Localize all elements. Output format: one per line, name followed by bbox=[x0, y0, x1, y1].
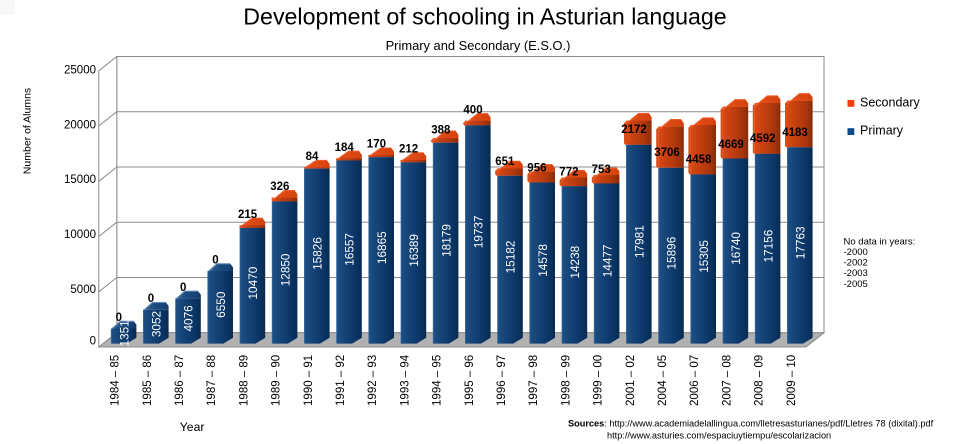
svg-text:1999 – 00: 1999 – 00 bbox=[593, 355, 605, 406]
svg-text:15182: 15182 bbox=[504, 241, 518, 274]
svg-text:2007 – 08: 2007 – 08 bbox=[721, 355, 733, 406]
svg-text:14238: 14238 bbox=[568, 245, 582, 278]
svg-text:0: 0 bbox=[212, 254, 218, 266]
svg-text:651: 651 bbox=[495, 156, 515, 168]
svg-text:3052: 3052 bbox=[150, 311, 164, 337]
svg-text:No data in years:: No data in years: bbox=[844, 236, 916, 247]
svg-text:170: 170 bbox=[367, 139, 386, 151]
svg-text:Secondary: Secondary bbox=[860, 95, 921, 109]
svg-text:1994 – 95: 1994 – 95 bbox=[432, 355, 444, 406]
svg-text:1989 – 90: 1989 – 90 bbox=[271, 355, 283, 406]
svg-text:12850: 12850 bbox=[278, 253, 292, 286]
svg-text:2006 – 07: 2006 – 07 bbox=[689, 355, 701, 406]
svg-text:-2002: -2002 bbox=[844, 258, 868, 269]
svg-text:14578: 14578 bbox=[536, 244, 550, 277]
svg-text:1998 – 99: 1998 – 99 bbox=[560, 355, 572, 406]
svg-text:212: 212 bbox=[399, 143, 418, 155]
svg-text:Development of schooling in As: Development of schooling in Asturian lan… bbox=[243, 4, 726, 30]
svg-text:Sources: http://www.academiade: Sources: http://www.academiadelallingua.… bbox=[568, 419, 934, 429]
svg-text:215: 215 bbox=[238, 209, 258, 221]
svg-text:-2000: -2000 bbox=[844, 247, 868, 258]
svg-text:2004 – 05: 2004 – 05 bbox=[657, 355, 669, 406]
svg-text:4076: 4076 bbox=[182, 305, 196, 332]
svg-text:1351: 1351 bbox=[117, 320, 131, 346]
svg-text:1991 – 92: 1991 – 92 bbox=[335, 355, 347, 406]
svg-text:1987 – 88: 1987 – 88 bbox=[206, 355, 218, 406]
svg-text:6550: 6550 bbox=[214, 291, 228, 318]
svg-text:15896: 15896 bbox=[665, 236, 679, 269]
svg-text:388: 388 bbox=[431, 125, 451, 137]
svg-text:5000: 5000 bbox=[70, 284, 96, 296]
svg-text:15000: 15000 bbox=[64, 174, 96, 186]
svg-text:17981: 17981 bbox=[633, 225, 647, 258]
svg-text:14477: 14477 bbox=[600, 244, 614, 277]
svg-text:17156: 17156 bbox=[761, 229, 775, 262]
svg-text:15826: 15826 bbox=[311, 237, 325, 270]
svg-text:1984 – 85: 1984 – 85 bbox=[110, 355, 122, 406]
svg-text:1996 – 97: 1996 – 97 bbox=[496, 355, 508, 406]
svg-text:20000: 20000 bbox=[64, 119, 96, 131]
svg-text:16557: 16557 bbox=[343, 233, 357, 266]
svg-text:1997 – 98: 1997 – 98 bbox=[528, 355, 540, 406]
svg-text:184: 184 bbox=[335, 142, 355, 154]
svg-text:10470: 10470 bbox=[246, 266, 260, 299]
svg-text:1988 – 89: 1988 – 89 bbox=[238, 355, 250, 406]
svg-text:1990 – 91: 1990 – 91 bbox=[303, 355, 315, 406]
svg-text:-2003: -2003 bbox=[844, 268, 868, 279]
svg-text:25000: 25000 bbox=[64, 65, 96, 77]
svg-text:1995 – 96: 1995 – 96 bbox=[464, 355, 476, 406]
svg-text:0: 0 bbox=[90, 336, 96, 348]
svg-text:2172: 2172 bbox=[621, 124, 647, 136]
svg-text:17763: 17763 bbox=[794, 226, 808, 259]
svg-text:0: 0 bbox=[180, 282, 186, 294]
svg-text:400: 400 bbox=[463, 104, 482, 116]
svg-text:1986 – 87: 1986 – 87 bbox=[174, 355, 186, 406]
svg-text:16865: 16865 bbox=[375, 231, 389, 264]
svg-text:956: 956 bbox=[527, 163, 546, 175]
svg-text:2008 – 09: 2008 – 09 bbox=[754, 355, 766, 406]
svg-text:0: 0 bbox=[148, 293, 154, 305]
svg-text:Year: Year bbox=[180, 420, 205, 434]
svg-text:0: 0 bbox=[116, 312, 122, 324]
svg-text:15305: 15305 bbox=[697, 240, 711, 273]
svg-text:1985 – 86: 1985 – 86 bbox=[142, 355, 154, 406]
svg-text:http://www.asturies.com/espaci: http://www.asturies.com/espaciuytiempu/e… bbox=[607, 431, 831, 441]
svg-text:4669: 4669 bbox=[718, 139, 744, 151]
svg-text:84: 84 bbox=[306, 151, 319, 163]
svg-text:1993 – 94: 1993 – 94 bbox=[399, 354, 411, 406]
svg-text:16389: 16389 bbox=[407, 234, 421, 267]
svg-text:753: 753 bbox=[592, 164, 611, 176]
svg-text:Number of Alumns: Number of Alumns bbox=[22, 88, 34, 174]
svg-text:4183: 4183 bbox=[782, 127, 808, 139]
svg-text:1992 – 93: 1992 – 93 bbox=[367, 355, 379, 406]
svg-text:4592: 4592 bbox=[750, 133, 776, 145]
svg-text:2009 – 10: 2009 – 10 bbox=[786, 355, 798, 406]
svg-text:772: 772 bbox=[559, 166, 578, 178]
svg-text:326: 326 bbox=[270, 181, 289, 193]
svg-text:2001 – 02: 2001 – 02 bbox=[625, 355, 637, 406]
svg-text:4458: 4458 bbox=[686, 154, 712, 166]
svg-text:-2005: -2005 bbox=[844, 279, 868, 290]
svg-text:3706: 3706 bbox=[654, 147, 680, 159]
svg-text:18179: 18179 bbox=[439, 224, 453, 257]
svg-text:Primary and Secondary (E.S.O.): Primary and Secondary (E.S.O.) bbox=[386, 38, 571, 53]
svg-text:Primary: Primary bbox=[860, 123, 904, 137]
svg-text:19737: 19737 bbox=[472, 215, 486, 248]
svg-text:10000: 10000 bbox=[64, 229, 96, 241]
svg-text:16740: 16740 bbox=[729, 232, 743, 265]
